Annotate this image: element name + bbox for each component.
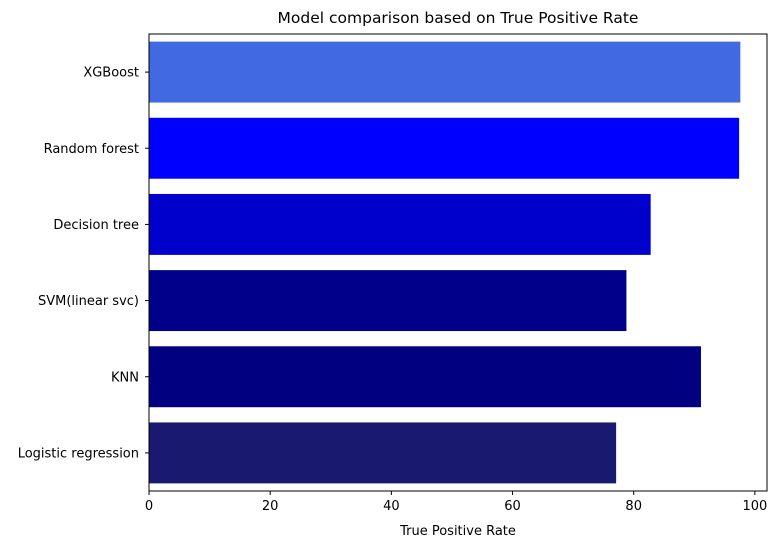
x-tick-label: 40	[383, 499, 400, 514]
bar-decision-tree	[149, 193, 651, 255]
y-tick-label: Logistic regression	[18, 446, 139, 461]
axes-layer	[148, 33, 768, 492]
y-tick-label: Decision tree	[53, 218, 139, 233]
bar-random-forest	[149, 117, 740, 179]
y-axis-ticks: XGBoost Random forest Decision tree SVM(lin…	[18, 66, 149, 461]
bar-svm-linear-svc	[149, 270, 627, 332]
bar-xgboost	[149, 41, 741, 103]
x-tick-label: 100	[742, 499, 767, 514]
x-tick-label: 20	[262, 499, 279, 514]
y-tick-label: XGBoost	[83, 66, 139, 81]
bar-knn	[149, 346, 701, 408]
x-tick-label: 0	[145, 499, 153, 514]
x-tick-label: 60	[504, 499, 521, 514]
y-tick-label: KNN	[111, 370, 139, 385]
plot-frame	[148, 33, 768, 492]
chart-title: Model comparison based on True Positive …	[278, 9, 639, 27]
bar-logistic-regression	[149, 422, 617, 484]
x-tick-label: 80	[625, 499, 642, 514]
y-tick-label: Random forest	[44, 142, 139, 157]
y-tick-label: SVM(linear svc)	[38, 294, 139, 309]
bars-layer	[149, 41, 741, 484]
x-axis-label: True Positive Rate	[399, 524, 516, 539]
x-axis-ticks: 0 20 40 60 80 100	[145, 491, 767, 514]
